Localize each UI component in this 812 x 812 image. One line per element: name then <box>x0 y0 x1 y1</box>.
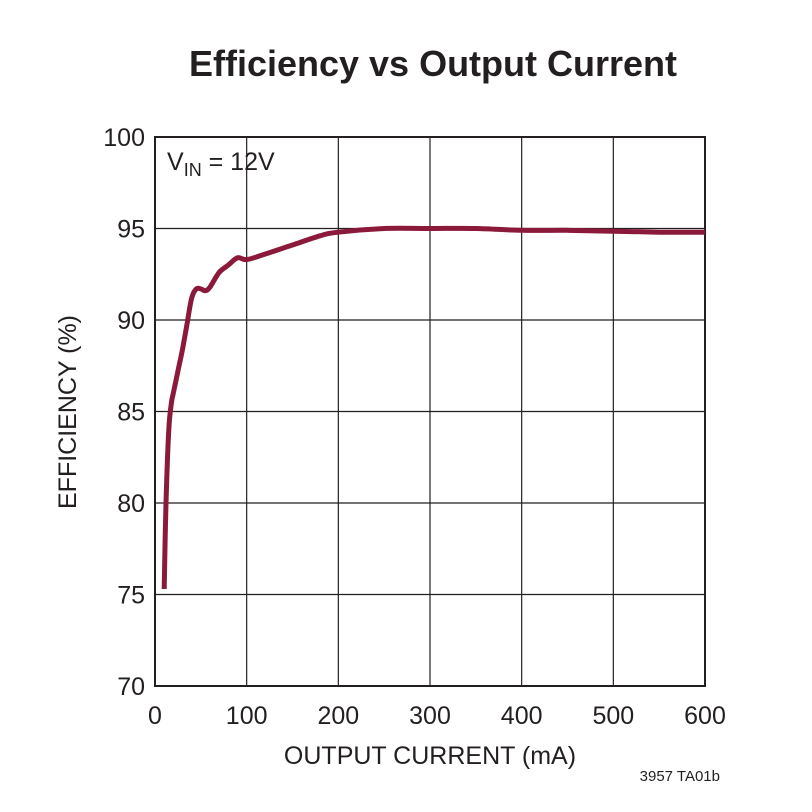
chart-title: Efficiency vs Output Current <box>189 43 677 84</box>
x-tick-label: 300 <box>409 702 451 730</box>
x-tick-label: 100 <box>226 702 268 730</box>
grid <box>154 136 706 687</box>
y-axis: 70 75 80 85 90 95 100 <box>103 124 145 701</box>
vin-annotation-main: V <box>167 148 184 176</box>
x-tick-label: 0 <box>148 702 162 730</box>
y-tick-label: 70 <box>117 673 145 701</box>
x-tick-label: 400 <box>501 702 543 730</box>
y-tick-label: 90 <box>117 307 145 335</box>
figure-code: 3957 TA01b <box>640 768 720 785</box>
y-tick-label: 75 <box>117 582 145 610</box>
x-tick-label: 200 <box>317 702 359 730</box>
y-tick-label: 95 <box>117 216 145 244</box>
y-tick-label: 100 <box>103 124 145 152</box>
x-tick-label: 500 <box>592 702 634 730</box>
y-axis-label: EFFICIENCY (%) <box>54 315 82 509</box>
x-axis: 0 100 200 300 400 500 600 <box>148 702 726 730</box>
x-axis-label: OUTPUT CURRENT (mA) <box>284 742 576 770</box>
y-tick-label: 85 <box>117 399 145 427</box>
series-line-efficiency <box>161 225 706 590</box>
vin-annotation: VIN = 12V <box>167 148 275 180</box>
plot-frame <box>154 136 706 687</box>
series-group <box>161 225 706 590</box>
y-tick-label: 80 <box>117 490 145 518</box>
vin-annotation-suffix: = 12V <box>202 148 275 176</box>
vin-annotation-subscript: IN <box>184 160 202 180</box>
x-tick-label: 600 <box>684 702 726 730</box>
